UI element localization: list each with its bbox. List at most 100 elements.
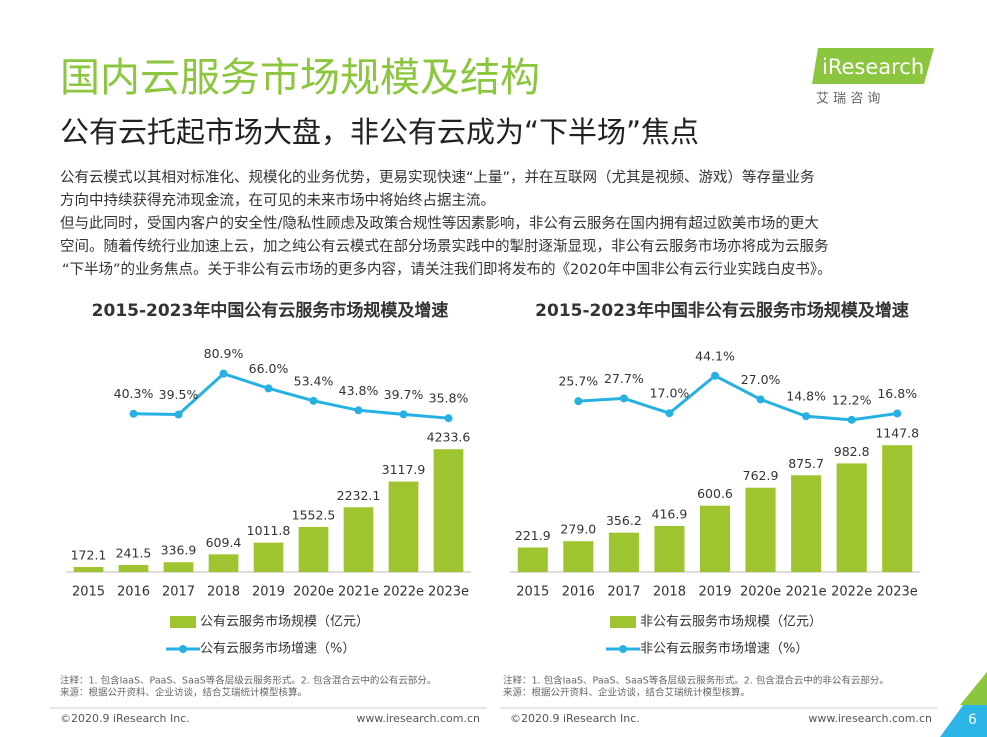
line-label: 25.7% — [558, 374, 598, 389]
line-point — [893, 409, 902, 418]
line-point — [399, 410, 408, 419]
note: 来源：根据公开资料、企业访谈，结合艾瑞统计模型核算。 — [60, 687, 307, 699]
x-tick-label: 2016 — [562, 585, 595, 600]
line-label: 16.8% — [877, 386, 917, 401]
bar — [343, 507, 374, 572]
website: www.iresearch.com.cn — [356, 712, 480, 725]
bar-label: 1147.8 — [875, 426, 919, 441]
line — [578, 373, 898, 422]
line-label: 27.0% — [741, 372, 781, 387]
line-point — [574, 397, 583, 406]
bar-label: 172.1 — [71, 548, 107, 563]
x-tick-label: 2022e — [831, 585, 872, 600]
line-label: 39.7% — [384, 387, 424, 402]
x-tick-label: 2019 — [698, 585, 731, 600]
slide-title: 国内云服务市场规模及结构 — [60, 55, 540, 101]
line-label: 35.8% — [429, 391, 469, 406]
legend-label: 非公有云服务市场增速（%） — [640, 641, 808, 657]
body-text: 空间。随着传统行业加速上云，加之纯公有云模式在部分场景实践中的掣肘逐渐显现，非公… — [60, 238, 829, 255]
legend-label: 非公有云服务市场规模（亿元） — [640, 614, 822, 630]
line-label: 40.3% — [114, 386, 154, 401]
x-tick-label: 2021e — [338, 585, 379, 600]
bar-label: 4233.6 — [427, 430, 471, 445]
bar — [791, 475, 822, 572]
bar-label: 221.9 — [515, 528, 551, 543]
legend-swatch — [619, 645, 627, 653]
line-label: 17.0% — [650, 386, 690, 401]
x-tick-label: 2020e — [293, 585, 334, 600]
bar-label: 600.6 — [697, 486, 733, 501]
line — [133, 371, 449, 420]
x-tick-label: 2020e — [740, 585, 781, 600]
slide-subtitle: 公有云托起市场大盘，非公有云成为“下半场”焦点 — [60, 115, 699, 149]
x-tick-label: 2019 — [252, 585, 285, 600]
bar-label: 356.2 — [606, 513, 642, 528]
x-tick-label: 2017 — [607, 585, 640, 600]
line-label: 66.0% — [249, 361, 289, 376]
x-tick-label: 2018 — [207, 585, 240, 600]
note: 注释：1. 包含IaaS、PaaS、SaaS等各层级云服务形式。2. 包含混合云… — [503, 675, 889, 687]
line-point — [174, 410, 183, 419]
bar — [517, 547, 548, 572]
line-point — [665, 409, 674, 418]
body-text: 方向中持续获得充沛现金流，在可见的未来市场中将始终占据主流。 — [60, 192, 495, 209]
line-point — [619, 394, 628, 403]
bar-label: 2232.1 — [337, 488, 381, 503]
line-point — [711, 371, 719, 380]
line-point — [444, 414, 453, 423]
bar — [654, 525, 685, 572]
bar — [163, 562, 194, 572]
bar — [73, 567, 104, 572]
x-tick-label: 2017 — [162, 585, 195, 600]
website: www.iresearch.com.cn — [808, 712, 932, 725]
legend-swatch — [170, 616, 196, 628]
bar — [699, 505, 731, 572]
bar-label: 982.8 — [834, 444, 870, 459]
line-point — [802, 412, 811, 421]
copyright: ©2020.9 iResearch Inc. — [510, 712, 640, 725]
chart-title: 2015-2023年中国公有云服务市场规模及增速 — [92, 300, 449, 321]
line-label: 27.7% — [604, 371, 644, 386]
legend-swatch — [179, 645, 187, 653]
bar-label: 609.4 — [206, 535, 242, 550]
line-label: 80.9% — [204, 346, 244, 361]
bar-label: 3117.9 — [382, 462, 426, 477]
line-point — [264, 384, 273, 393]
bar — [433, 449, 464, 572]
x-tick-label: 2015 — [516, 585, 549, 600]
logo-shape — [812, 48, 934, 84]
line-label: 12.2% — [832, 392, 872, 407]
line-label: 43.8% — [339, 383, 379, 398]
body-text: 但与此同时，受国内客户的安全性/隐私性顾虑及政策合规性等因素影响，非公有云服务在… — [60, 214, 819, 232]
x-tick-label: 2022e — [383, 585, 424, 600]
bar — [563, 541, 594, 572]
bar-label: 336.9 — [161, 543, 197, 558]
line-label: 44.1% — [695, 348, 735, 363]
line-point — [129, 409, 138, 418]
line-point — [219, 369, 228, 378]
logo: iResearch — [822, 55, 924, 79]
line-label: 39.5% — [159, 387, 199, 402]
bar-label: 875.7 — [788, 456, 824, 471]
bar — [745, 487, 776, 572]
page-number: 6 — [968, 712, 977, 728]
chart-title: 2015-2023年中国非公有云服务市场规模及增速 — [535, 300, 909, 321]
copyright: ©2020.9 iResearch Inc. — [60, 712, 190, 725]
corner — [960, 672, 987, 705]
bar — [298, 526, 329, 572]
legend-swatch — [610, 616, 636, 628]
line-point — [354, 406, 363, 415]
x-tick-label: 2016 — [117, 585, 150, 600]
bar — [608, 532, 639, 572]
bar — [118, 564, 149, 572]
line-label: 14.8% — [786, 389, 826, 404]
line-point — [309, 396, 318, 405]
x-tick-label: 2023e — [877, 585, 918, 600]
line-label: 53.4% — [294, 373, 334, 388]
line-point — [847, 415, 856, 424]
bar-label: 416.9 — [652, 506, 688, 521]
bar-label: 1011.8 — [247, 523, 291, 538]
legend-label: 公有云服务市场规模（亿元） — [200, 614, 369, 630]
legend-label: 公有云服务市场增速（%） — [200, 641, 355, 657]
